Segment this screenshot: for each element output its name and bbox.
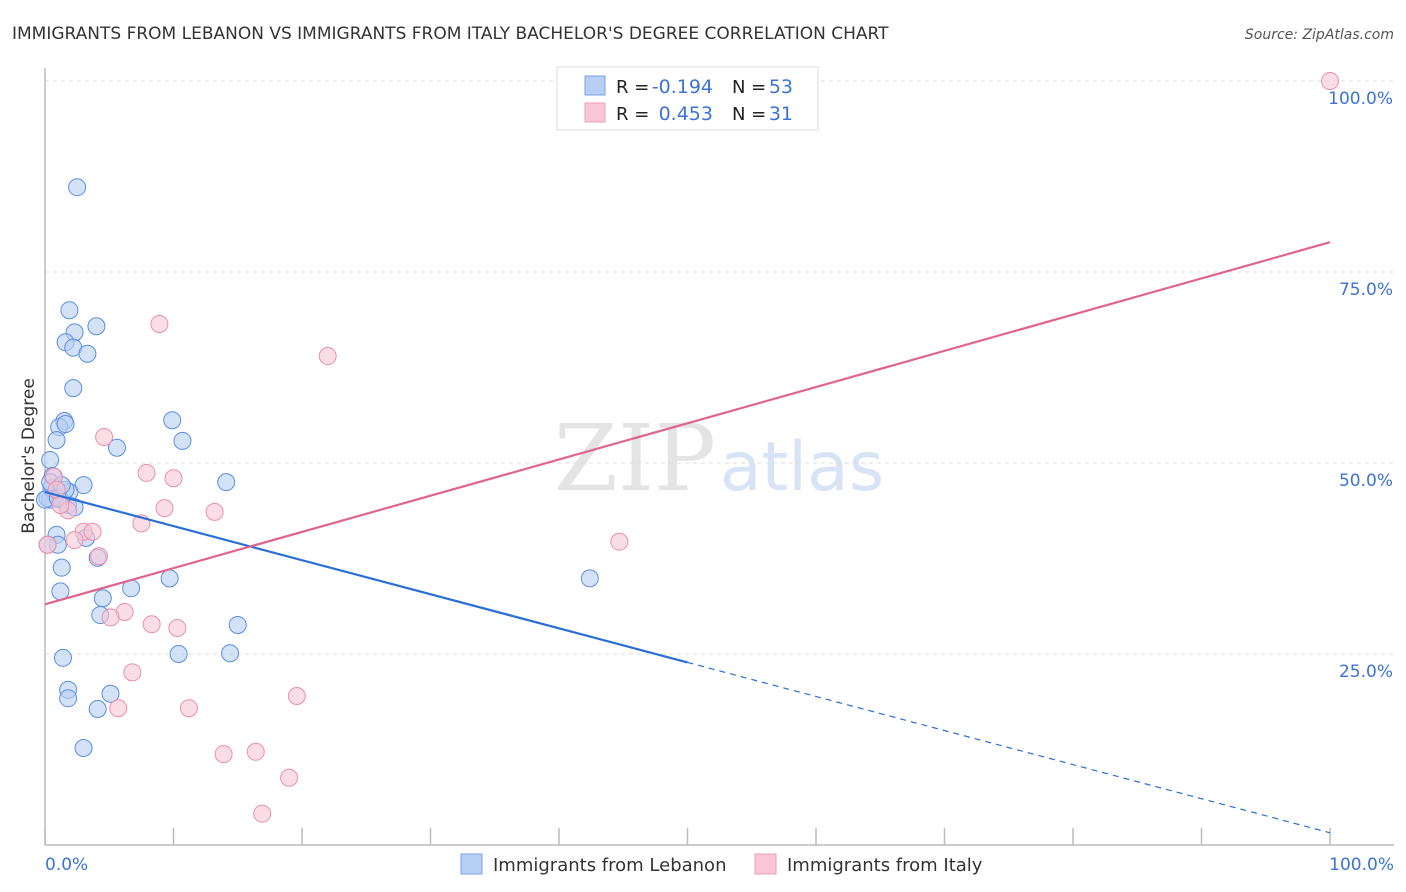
- point-italy: [280, 768, 299, 787]
- legend-n-italy: 31: [769, 103, 793, 125]
- point-italy: [142, 615, 161, 634]
- x-tick-label-min: 0.0%: [45, 855, 88, 875]
- trend-lines: [44, 241, 1331, 834]
- point-lebanon: [60, 301, 79, 320]
- chart-source: Source: ZipAtlas.com: [1245, 27, 1394, 43]
- y-tick-label: 100.0%: [1328, 89, 1393, 109]
- stats-legend: R = -0.194 N = 53 R = 0.453 N = 31: [556, 66, 819, 131]
- point-lebanon: [78, 344, 97, 363]
- legend-n-lebanon: 53: [769, 76, 793, 98]
- legend-r-label: R =: [616, 77, 649, 98]
- point-italy: [51, 496, 70, 515]
- point-italy: [253, 804, 272, 823]
- point-lebanon: [580, 569, 599, 588]
- trend-line-lebanon-dashed: [687, 661, 1331, 834]
- legend-swatch-italy: [584, 102, 606, 123]
- point-lebanon: [173, 431, 192, 450]
- point-lebanon: [163, 411, 182, 430]
- point-italy: [168, 619, 187, 638]
- point-lebanon: [53, 648, 72, 667]
- point-italy: [101, 608, 120, 627]
- point-italy: [95, 428, 114, 447]
- y-tick-label: 75.0%: [1339, 280, 1393, 300]
- point-italy: [318, 347, 337, 366]
- data-points: [36, 72, 1339, 823]
- point-lebanon: [52, 558, 71, 577]
- legend-swatch-lebanon: [460, 853, 483, 875]
- y-tick-label: 25.0%: [1339, 662, 1393, 682]
- point-italy: [610, 532, 629, 551]
- point-lebanon: [160, 569, 179, 588]
- point-lebanon: [107, 438, 126, 457]
- legend-n-label: N =: [732, 77, 766, 98]
- point-italy: [89, 547, 108, 566]
- legend-n-label: N =: [732, 104, 766, 125]
- legend-swatch-lebanon: [584, 75, 606, 96]
- point-italy: [109, 699, 128, 718]
- point-lebanon: [228, 615, 247, 634]
- x-tick-label-max: 100.0%: [1329, 855, 1394, 875]
- point-lebanon: [64, 379, 83, 398]
- series-legend: Immigrants from Lebanon Immigrants from …: [460, 853, 983, 876]
- point-italy: [38, 535, 57, 554]
- grid-lines: [45, 80, 1394, 655]
- chart-title: IMMIGRANTS FROM LEBANON VS IMMIGRANTS FR…: [12, 24, 889, 44]
- point-lebanon: [93, 589, 112, 608]
- point-italy: [205, 502, 224, 521]
- point-italy: [137, 463, 156, 482]
- point-lebanon: [47, 431, 66, 450]
- y-tick-labels: 25.0% 50.0% 75.0% 100.0%: [1328, 89, 1393, 682]
- point-lebanon: [74, 738, 93, 757]
- y-tick-label: 50.0%: [1339, 471, 1393, 491]
- legend-label-italy: Immigrants from Italy: [787, 855, 983, 876]
- point-italy: [123, 663, 142, 682]
- point-lebanon: [41, 450, 60, 469]
- point-italy: [150, 314, 169, 333]
- point-italy: [179, 699, 198, 718]
- point-lebanon: [88, 700, 107, 719]
- point-italy: [155, 499, 174, 518]
- point-lebanon: [87, 317, 106, 336]
- point-lebanon: [68, 178, 87, 197]
- point-lebanon: [217, 473, 236, 492]
- point-italy: [214, 745, 233, 764]
- legend-swatch-italy: [754, 853, 777, 875]
- trend-line-lebanon: [44, 490, 688, 664]
- point-italy: [164, 469, 183, 488]
- legend-r-lebanon: -0.194: [652, 76, 713, 98]
- trend-line-italy: [44, 241, 1331, 606]
- y-axis-label: Bachelor's Degree: [19, 378, 39, 534]
- x-ticks: [44, 828, 1331, 845]
- legend-r-italy: 0.453: [659, 103, 713, 125]
- point-lebanon: [101, 684, 120, 703]
- svg-text:atlas: atlas: [720, 428, 884, 507]
- point-italy: [246, 742, 265, 761]
- point-italy: [65, 531, 84, 550]
- point-italy: [287, 687, 306, 706]
- point-lebanon: [59, 689, 78, 708]
- legend-r-label: R =: [616, 104, 649, 125]
- point-lebanon: [169, 645, 188, 663]
- watermark: ZIP atlas: [554, 405, 884, 512]
- legend-label-lebanon: Immigrants from Lebanon: [493, 855, 726, 876]
- point-italy: [1321, 72, 1339, 90]
- point-lebanon: [56, 415, 75, 434]
- point-lebanon: [221, 644, 240, 663]
- point-italy: [83, 522, 102, 541]
